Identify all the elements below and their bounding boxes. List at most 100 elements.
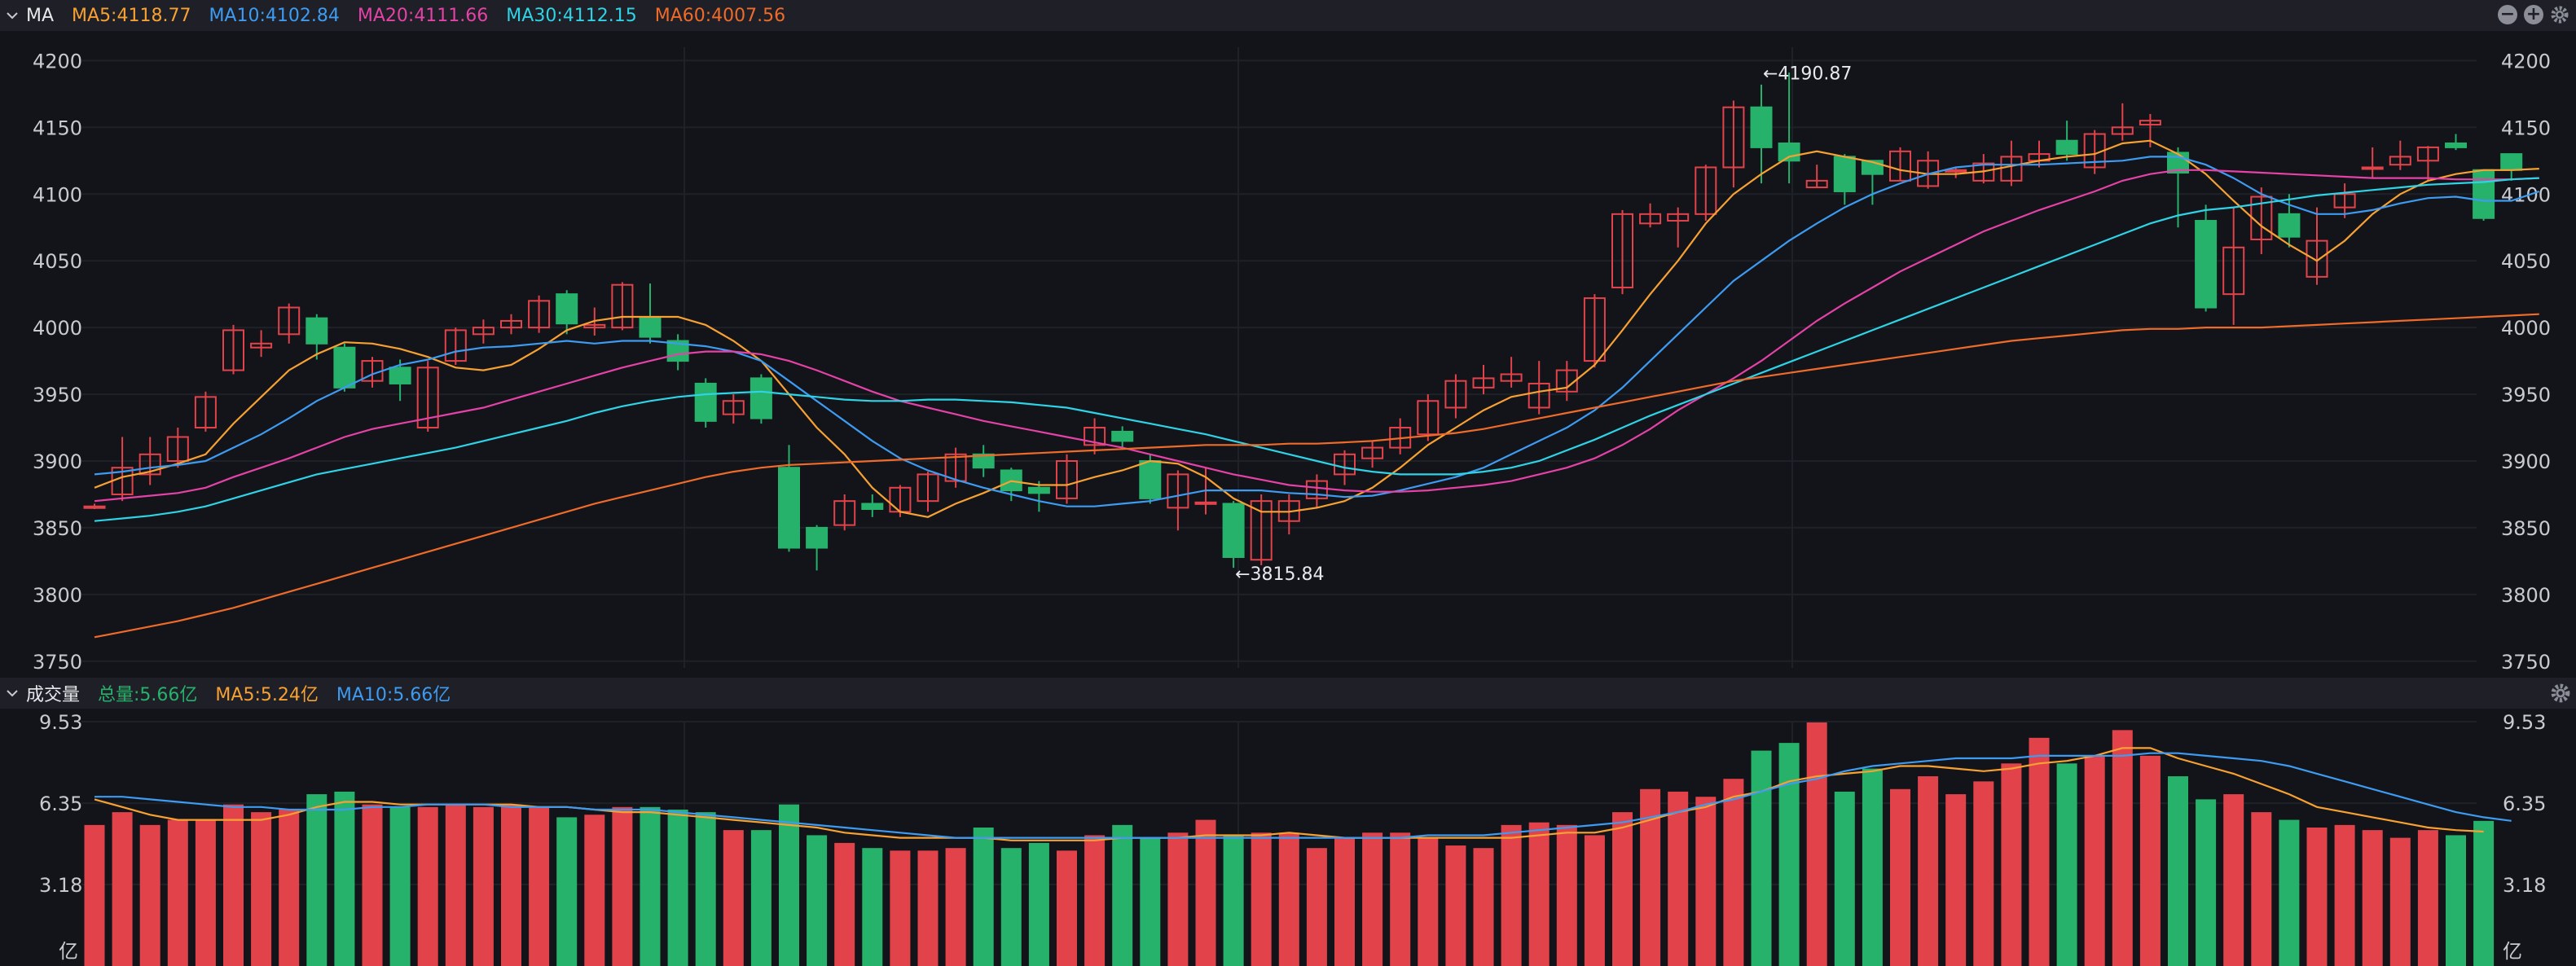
price-axis-label-right: 3800 bbox=[2501, 584, 2551, 607]
candle-body bbox=[1778, 142, 1800, 162]
volume-bar bbox=[501, 804, 521, 966]
candle-body bbox=[1528, 382, 1550, 409]
volume-bar bbox=[1668, 791, 1689, 966]
price-axis-label-left: 4150 bbox=[33, 116, 82, 139]
candle-body bbox=[166, 436, 189, 463]
candle-body bbox=[138, 453, 161, 476]
candle-body bbox=[1472, 377, 1495, 389]
candle-body bbox=[472, 327, 495, 336]
price-axis-label-left: 3950 bbox=[33, 384, 82, 406]
volume-bar bbox=[1000, 848, 1022, 966]
candle-body bbox=[1167, 473, 1189, 509]
collapse-chevron-icon[interactable] bbox=[5, 8, 20, 23]
price-axis-label-right: 4150 bbox=[2501, 116, 2551, 139]
price-extreme-annotation: ←3815.84 bbox=[1235, 564, 1324, 585]
candle-body bbox=[1305, 480, 1328, 499]
candle-body bbox=[972, 453, 995, 469]
volume-bar bbox=[1278, 832, 1299, 966]
volume-axis-label-left: 9.53 bbox=[39, 711, 82, 734]
minus-icon[interactable]: − bbox=[2498, 5, 2517, 24]
candle-body bbox=[1667, 213, 1690, 222]
ma5-line bbox=[94, 139, 2539, 518]
volume-unit-label-right: 亿 bbox=[2503, 940, 2522, 963]
price-axis-label-left: 3900 bbox=[33, 450, 82, 473]
volume-bar bbox=[2168, 776, 2188, 966]
price-axis-label-right: 3900 bbox=[2501, 450, 2551, 473]
candle-body bbox=[666, 340, 689, 362]
total-volume-value: 总量:5.66亿 bbox=[98, 685, 198, 705]
candle-body bbox=[2222, 246, 2245, 296]
volume-bar bbox=[1445, 845, 1466, 966]
indicator-title: MA bbox=[26, 5, 55, 26]
gear-icon[interactable] bbox=[2550, 5, 2569, 24]
volume-bar bbox=[362, 804, 383, 966]
candle-body bbox=[750, 377, 772, 419]
volume-bar bbox=[667, 809, 688, 966]
candle-body bbox=[2055, 139, 2078, 156]
volume-bar bbox=[2001, 763, 2022, 966]
price-axis-label-left: 4100 bbox=[33, 183, 82, 206]
volume-ma10-line bbox=[95, 752, 2512, 839]
candle-body bbox=[1500, 373, 1523, 382]
volume-axis-label-right: 3.18 bbox=[2503, 874, 2546, 897]
vol-ma5-value: MA5:5.24亿 bbox=[215, 685, 319, 705]
volume-bar bbox=[1362, 832, 1383, 966]
volume-bar bbox=[1057, 850, 1077, 966]
candle-body bbox=[2416, 146, 2439, 162]
candle-body bbox=[1250, 500, 1273, 561]
volume-bar bbox=[1473, 848, 1494, 966]
volume-bar bbox=[112, 812, 133, 966]
volume-bar bbox=[2362, 830, 2383, 966]
volume-bar bbox=[890, 850, 911, 966]
volume-bar bbox=[917, 850, 939, 966]
price-axis-label-left: 4000 bbox=[33, 317, 82, 340]
volume-bar bbox=[306, 794, 327, 966]
price-axis-label-right: 3750 bbox=[2501, 651, 2551, 674]
volume-bar bbox=[695, 812, 716, 966]
volume-bar bbox=[1251, 832, 1272, 966]
volume-bar bbox=[2223, 794, 2244, 966]
candle-body bbox=[1056, 460, 1078, 499]
volume-bar bbox=[1528, 822, 1550, 966]
plus-icon[interactable]: + bbox=[2524, 5, 2543, 24]
volume-bar bbox=[1112, 824, 1133, 966]
candle-body bbox=[2361, 166, 2384, 170]
candle-body bbox=[1361, 446, 1384, 459]
volume-title: 成交量 bbox=[26, 685, 81, 705]
volume-bar bbox=[1695, 797, 1717, 966]
price-indicator-bar: MA MA5:4118.77 MA10:4102.84 MA20:4111.66… bbox=[0, 0, 2576, 31]
candle-body bbox=[1945, 169, 1967, 173]
price-axis-label-right: 4100 bbox=[2501, 183, 2551, 206]
candle-body bbox=[1027, 486, 1050, 494]
volume-unit-label-left: 亿 bbox=[59, 940, 78, 963]
volume-bar bbox=[1973, 781, 1994, 966]
volume-bar bbox=[1918, 776, 1939, 966]
candle-body bbox=[278, 306, 301, 336]
vol-ma10-value: MA10:5.66亿 bbox=[336, 685, 451, 705]
price-axis-label-left: 4050 bbox=[33, 250, 82, 273]
volume-bar bbox=[1084, 835, 1106, 966]
candle-body bbox=[1222, 503, 1245, 558]
candle-body bbox=[639, 316, 662, 338]
volume-bar bbox=[2251, 812, 2272, 966]
volume-bar bbox=[862, 848, 883, 966]
volume-bar bbox=[750, 830, 771, 966]
candlestick-chart[interactable]: 4200 4200 4150 4150 4100 4100 4050 4050 4000 4000… bbox=[0, 31, 2576, 678]
collapse-chevron-icon[interactable] bbox=[5, 686, 20, 700]
volume-bar bbox=[389, 806, 411, 966]
ma60-value: MA60:4007.56 bbox=[654, 5, 786, 26]
volume-bar bbox=[1223, 835, 1244, 966]
candle-body bbox=[2389, 156, 2411, 166]
volume-bar bbox=[2196, 799, 2217, 966]
volume-bar bbox=[945, 848, 966, 966]
candle-body bbox=[1805, 179, 1828, 189]
settings-gear-icon[interactable] bbox=[2550, 683, 2571, 704]
candle-body bbox=[1139, 460, 1162, 499]
volume-bar bbox=[2029, 737, 2050, 966]
volume-bar bbox=[1334, 837, 1355, 966]
candle-body bbox=[2445, 142, 2467, 148]
volume-bar bbox=[251, 812, 272, 966]
candle-body bbox=[556, 293, 578, 325]
volume-chart[interactable]: 9.53 9.53 6.35 6.35 3.18 3.18 亿 亿 bbox=[0, 709, 2576, 966]
candle-body bbox=[2500, 153, 2523, 171]
